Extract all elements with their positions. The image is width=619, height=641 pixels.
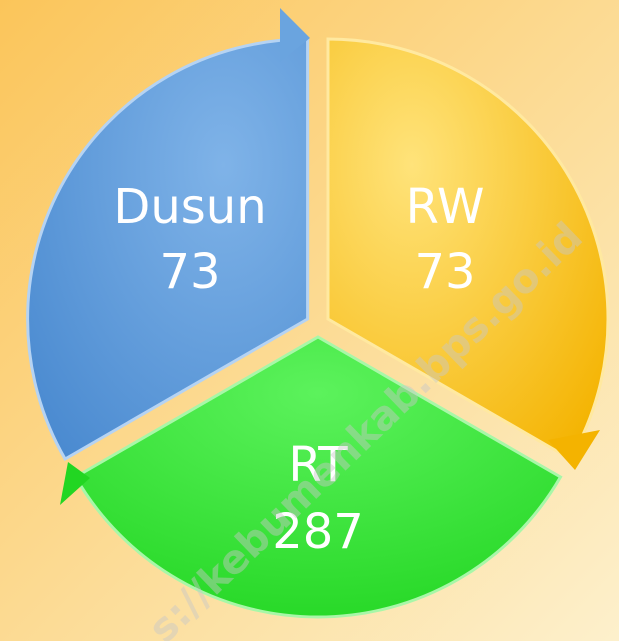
node-label: Dusun (113, 179, 266, 235)
arrowhead (60, 462, 90, 505)
node-label: RT (288, 437, 348, 493)
node-value: 73 (159, 244, 220, 300)
node-value: 287 (272, 504, 364, 560)
segment-rt (73, 335, 563, 619)
node-label: RW (406, 179, 485, 235)
arrowhead (548, 430, 600, 470)
segment-rw (326, 37, 610, 462)
segment-dusun (26, 37, 310, 462)
arrowhead (280, 8, 310, 62)
node-value: 73 (414, 244, 475, 300)
